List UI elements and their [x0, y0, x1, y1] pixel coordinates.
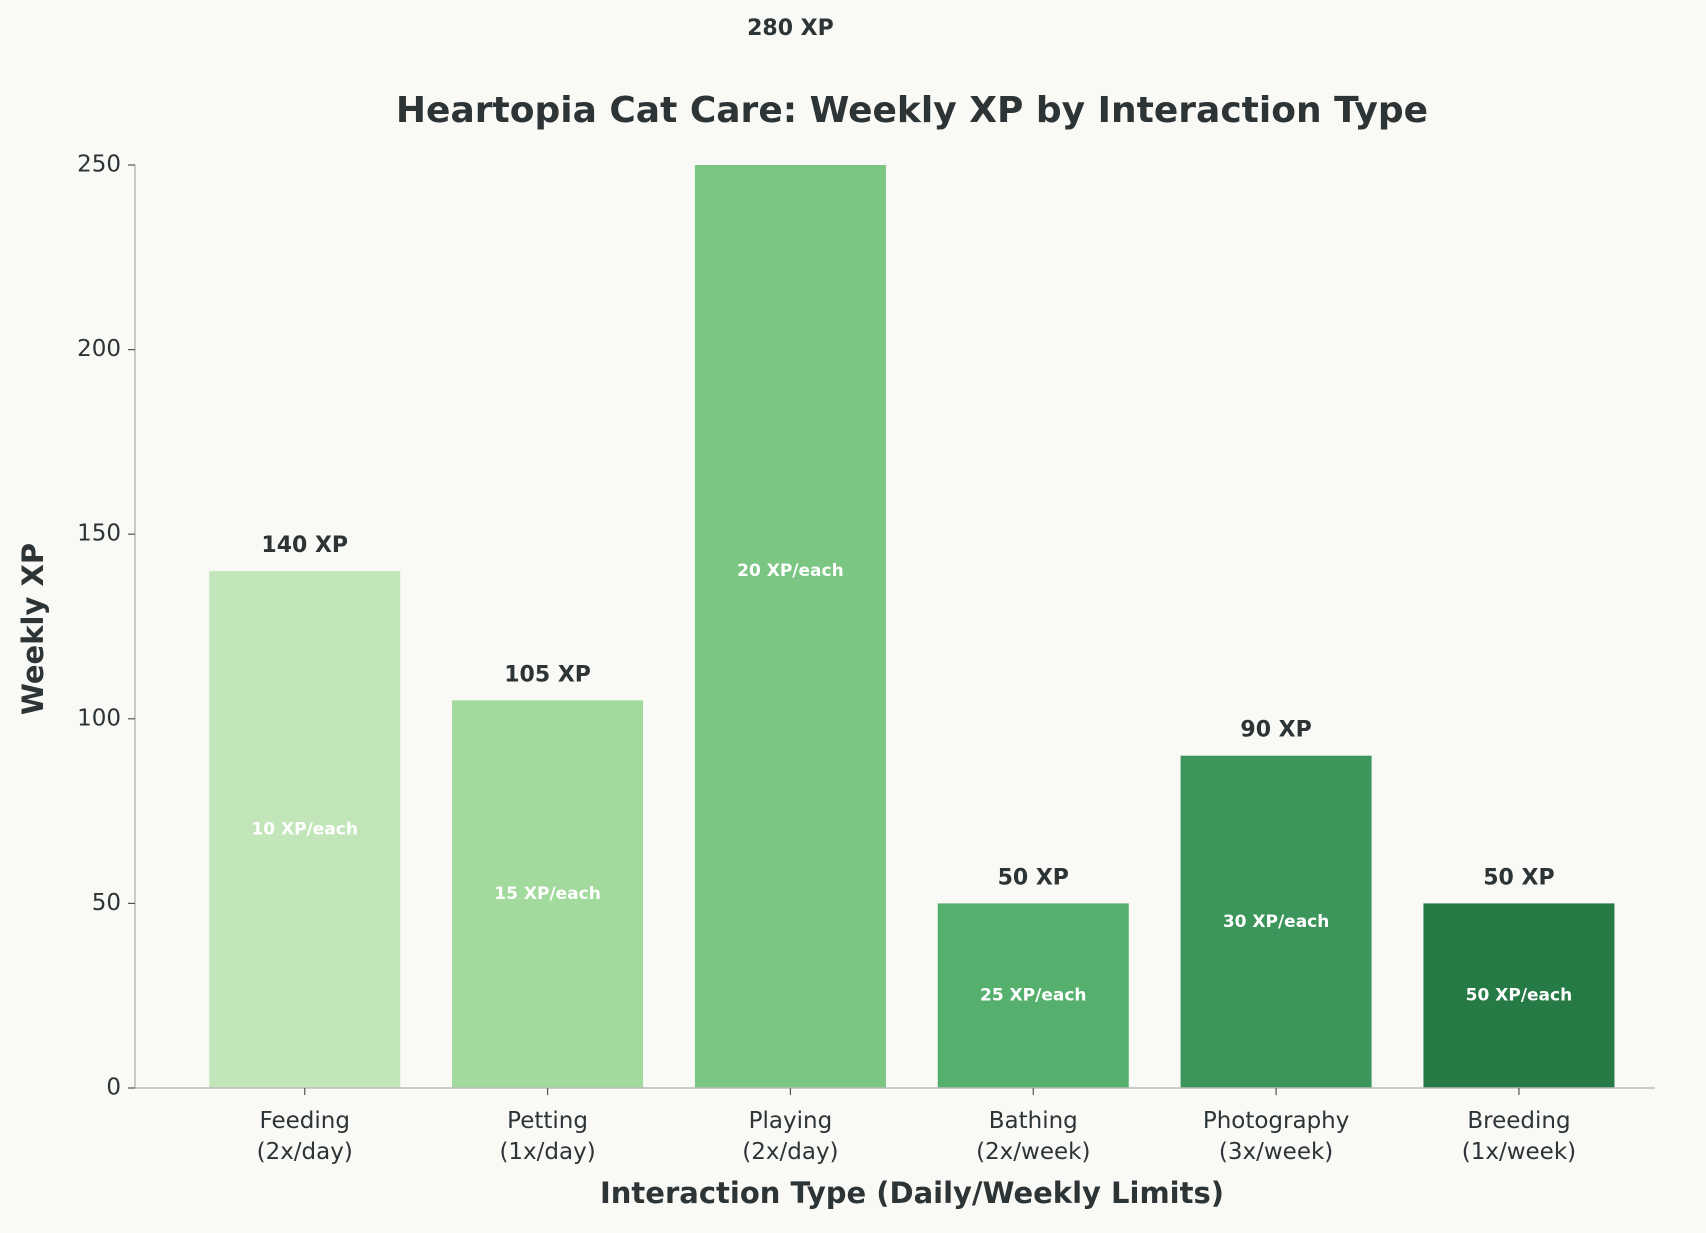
x-tick-label: Petting (1x/day)	[499, 1108, 595, 1165]
value-label: 280 XP	[747, 16, 834, 41]
value-label: 105 XP	[504, 662, 591, 687]
y-tick-label: 100	[77, 705, 121, 731]
inner-label: 10 XP/each	[251, 820, 358, 840]
value-label: 50 XP	[998, 865, 1069, 890]
y-tick-label: 250	[77, 152, 121, 178]
y-axis-title: Weekly XP	[16, 543, 50, 715]
inner-label: 25 XP/each	[980, 986, 1087, 1006]
x-tick-label: Breeding (1x/week)	[1462, 1108, 1576, 1165]
x-tick-label: Feeding (2x/day)	[257, 1108, 353, 1165]
value-label: 90 XP	[1240, 718, 1311, 743]
bar	[209, 571, 401, 1088]
x-axis-title: Interaction Type (Daily/Weekly Limits)	[600, 1176, 1224, 1210]
chart-title: Heartopia Cat Care: Weekly XP by Interac…	[396, 90, 1428, 131]
value-label: 140 XP	[261, 533, 348, 558]
inner-label: 15 XP/each	[494, 884, 601, 904]
bar	[937, 903, 1129, 1088]
y-tick-label: 50	[92, 890, 121, 916]
inner-label: 20 XP/each	[737, 561, 844, 581]
bar	[694, 165, 886, 1088]
x-tick-label: Photography (3x/week)	[1203, 1108, 1350, 1165]
bar	[452, 700, 644, 1088]
y-tick-label: 200	[77, 336, 121, 362]
y-tick-label: 150	[77, 521, 121, 547]
x-tick-label: Bathing (2x/week)	[976, 1108, 1090, 1165]
inner-label: 50 XP/each	[1466, 986, 1573, 1006]
plot-area	[209, 165, 1615, 1088]
bar	[1180, 755, 1372, 1088]
x-tick-label: Playing (2x/day)	[742, 1108, 838, 1165]
value-label: 50 XP	[1483, 865, 1554, 890]
bar	[1423, 903, 1615, 1088]
y-tick-label: 0	[106, 1075, 121, 1101]
inner-label: 30 XP/each	[1223, 912, 1330, 932]
